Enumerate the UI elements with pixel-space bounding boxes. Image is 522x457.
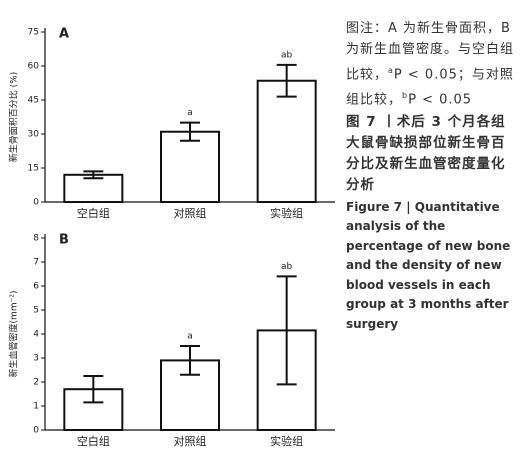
note-text: 图注：A 为新生骨面积，B 为新生血管密度。与空白组比较， <box>346 21 515 83</box>
x-tick-label: 对照组 <box>174 206 207 220</box>
error-bar <box>276 63 297 98</box>
error-bar <box>276 275 297 386</box>
y-tick-label: 7 <box>33 258 39 268</box>
bar <box>256 79 317 203</box>
caption-title: 图 7 丨术后 3 个月各组大鼠骨缺损部位新生骨百分比及新生血管密度量化分析 <box>346 113 506 193</box>
error-bar <box>83 375 104 404</box>
caption: 图注：A 为新生骨面积，B 为新生血管密度。与空白组比较，aP < 0.05；与… <box>346 18 514 334</box>
y-tick-label: 2 <box>33 378 39 388</box>
y-tick-label: 15 <box>28 164 39 174</box>
error-bar <box>83 170 104 180</box>
panel-label: B <box>59 233 69 248</box>
error-bar <box>180 345 200 376</box>
superscript: a <box>388 66 394 75</box>
y-tick-label: 0 <box>33 198 39 208</box>
y-tick-label: 30 <box>28 130 40 140</box>
annotation: a <box>187 108 193 118</box>
y-tick-label: 4 <box>33 330 39 340</box>
y-axis-label: 新生骨面积百分比 (%) <box>8 72 20 162</box>
caption-note: 图注：A 为新生骨面积，B 为新生血管密度。与空白组比较，aP < 0.05；与… <box>346 18 514 111</box>
superscript: b <box>402 91 409 101</box>
x-tick-label: 对照组 <box>174 434 207 448</box>
y-axis-label: 新生血管密度(mm⁻²) <box>8 291 20 378</box>
x-tick-label: 空白组 <box>77 434 110 448</box>
annotation: a <box>187 332 193 342</box>
y-tick-label: 75 <box>28 28 39 38</box>
y-tick-label: 6 <box>33 282 39 292</box>
x-tick-label: 实验组 <box>270 206 303 220</box>
bar <box>63 173 124 204</box>
panel-label: A <box>59 27 69 42</box>
y-tick-label: 0 <box>33 426 39 436</box>
y-tick-label: 60 <box>28 62 40 72</box>
bar <box>160 130 220 204</box>
annotation: ab <box>281 262 293 272</box>
caption-english: Figure 7 | Quantitative analysis of the … <box>346 199 511 331</box>
note-text: P < 0.05；与对照组比较， <box>346 67 514 108</box>
error-bar <box>180 121 200 142</box>
y-tick-label: 5 <box>33 306 39 316</box>
y-tick-label: 45 <box>28 96 39 106</box>
x-tick-label: 空白组 <box>77 206 110 220</box>
x-tick-label: 实验组 <box>270 434 303 448</box>
note-text: P < 0.05 <box>408 92 473 108</box>
y-tick-label: 8 <box>33 234 39 244</box>
annotation: ab <box>281 50 293 60</box>
y-tick-label: 1 <box>33 402 39 412</box>
y-tick-label: 3 <box>33 354 39 364</box>
